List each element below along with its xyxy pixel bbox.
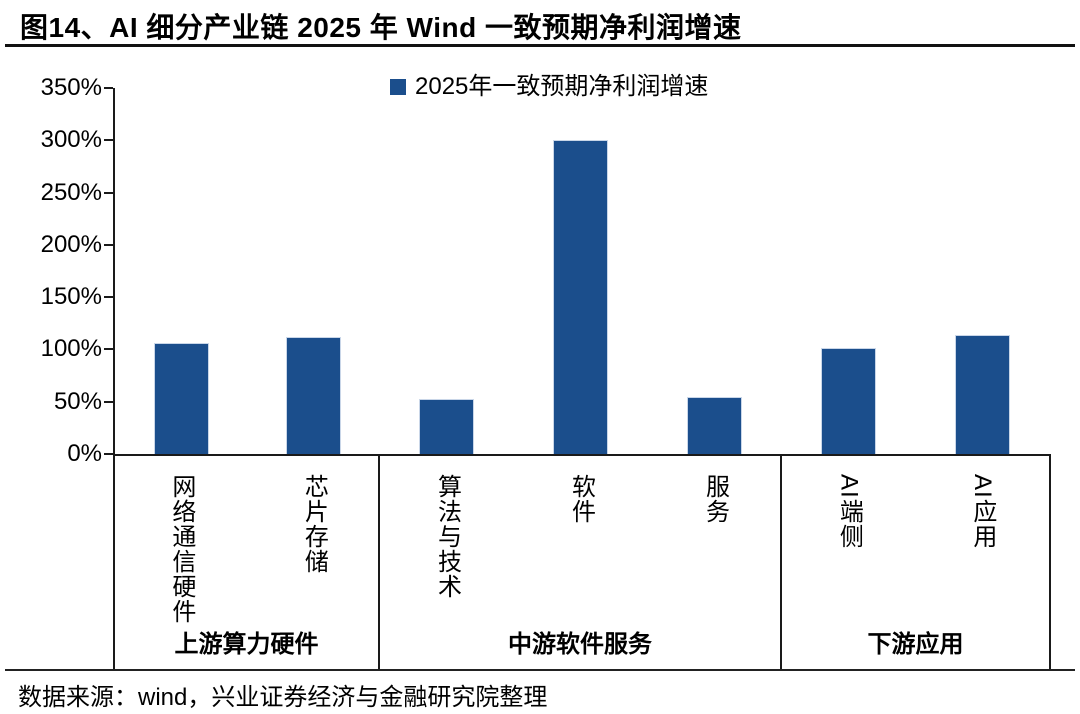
legend-label: 2025年一致预期净利润增速 (415, 73, 709, 100)
y-axis-tick-label: 250% (40, 178, 102, 206)
plot-area (113, 88, 1049, 454)
y-axis-tick-label: 0% (67, 440, 102, 467)
category-label: 服务 (701, 474, 729, 524)
y-axis-tick-mark (104, 400, 113, 403)
group-label: 下游应用 (867, 631, 964, 658)
group-label: 上游算力硬件 (174, 631, 319, 658)
y-axis-tick-label: 350% (40, 74, 102, 101)
y-axis-tick-mark (104, 139, 113, 142)
group-label: 中游软件服务 (507, 631, 652, 658)
category-label: 算法与技术 (433, 474, 461, 599)
y-axis-tick-label: 150% (40, 283, 102, 311)
y-axis-tick-label: 100% (40, 335, 102, 363)
figure-bottom-rule (5, 669, 1075, 671)
legend-swatch (390, 79, 406, 96)
bar-1-2 (687, 396, 743, 454)
y-axis-tick-mark (104, 348, 113, 351)
category-label: AI应用 (968, 474, 996, 549)
bar-0-0 (153, 343, 209, 454)
y-axis-tick-mark (104, 296, 113, 299)
bar-2-0 (821, 348, 877, 454)
category-label: 芯片存储 (300, 474, 328, 574)
category-label: 网络通信硬件 (167, 474, 195, 624)
bar-0-1 (286, 336, 342, 454)
y-axis-tick-label: 50% (53, 387, 102, 415)
category-group: 下游应用 AI端侧 AI应用 (782, 456, 1049, 671)
y-axis-tick-label: 300% (40, 126, 102, 154)
chart-legend: 2025年一致预期净利润增速 (390, 73, 709, 100)
y-axis-tick-mark (104, 191, 113, 194)
bar-1-1 (553, 140, 609, 454)
category-label: AI端侧 (835, 474, 863, 549)
category-group: 中游软件服务 算法与技术 软件 服务 (380, 456, 782, 671)
figure-title: 图14、AI 细分产业链 2025 年 Wind 一致预期净利润增速 (20, 12, 742, 43)
y-axis-tick-mark (104, 243, 113, 246)
bar-1-0 (419, 398, 475, 454)
bar-2-1 (954, 334, 1010, 454)
y-axis-tick-mark (104, 87, 113, 89)
y-axis-tick-label: 200% (40, 230, 102, 258)
category-box: 上游算力硬件 网络通信硬件 芯片存储 中游软件服务 算法与技术 软件 服务 下游应用 AI端侧 A… (113, 454, 1051, 671)
title-underline (5, 44, 1075, 47)
source-note: 数据来源：wind，兴业证券经济与金融研究院整理 (18, 684, 548, 711)
y-axis-tick-mark (104, 453, 113, 455)
category-label: 软件 (567, 474, 595, 524)
category-group: 上游算力硬件 网络通信硬件 芯片存储 (115, 456, 380, 671)
